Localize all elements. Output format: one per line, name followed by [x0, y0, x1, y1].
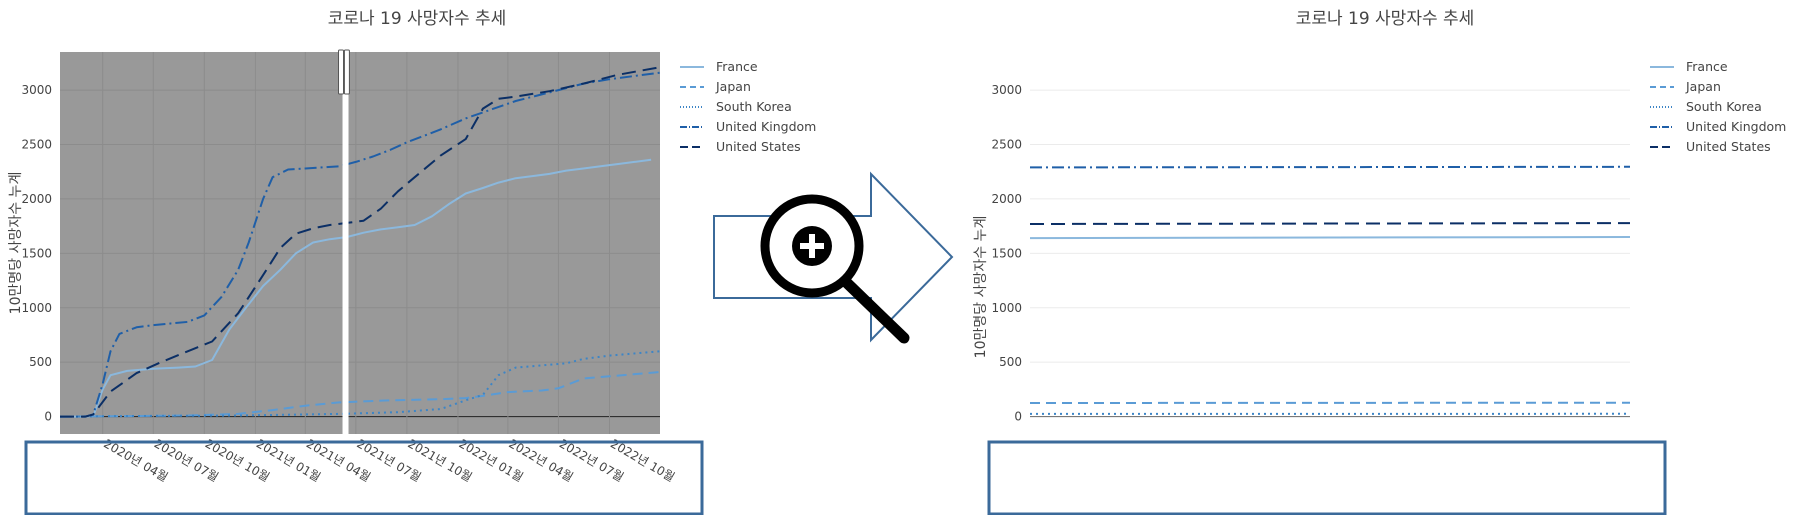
y-tick-label: 1500	[991, 246, 1022, 260]
legend[interactable]: France Japan South Korea United Kingdom Unit…	[1650, 59, 1786, 154]
x-axis-highlight-box	[24, 440, 704, 515]
y-tick-label: 1000	[21, 301, 52, 315]
legend-label: Japan	[1685, 79, 1721, 94]
legend-item-france[interactable]: France	[680, 59, 758, 74]
series-line-united-states	[60, 66, 661, 418]
legend-label: South Korea	[716, 99, 792, 114]
y-tick-label: 500	[29, 355, 52, 369]
series-line-japan	[59, 371, 661, 418]
legend[interactable]: France Japan South Korea United Kingdom Unit…	[680, 59, 816, 154]
series-lines	[59, 66, 661, 418]
range-selection-band[interactable]	[342, 52, 349, 434]
y-tick-label: 2000	[991, 192, 1022, 206]
y-axis-ticks: 0 500 1000 1500 2000 2500 3000	[21, 83, 52, 423]
gridlines	[1030, 89, 1630, 418]
legend-item-united-states[interactable]: United States	[680, 139, 801, 154]
legend-item-japan[interactable]: Japan	[680, 79, 751, 94]
y-tick-label: 3000	[991, 83, 1022, 97]
legend-label: South Korea	[1686, 99, 1762, 114]
plot-area	[60, 52, 660, 434]
legend-label: United States	[1686, 139, 1771, 154]
y-tick-label: 2500	[991, 138, 1022, 152]
zero-level-highlight-box	[987, 440, 1667, 515]
legend-label: United States	[716, 139, 801, 154]
legend-label: United Kingdom	[1686, 119, 1786, 134]
plot-area	[1030, 52, 1630, 434]
series-lines	[1029, 165, 1631, 415]
legend-label: France	[1686, 59, 1728, 74]
y-tick-label: 1500	[21, 246, 52, 260]
zoomed-range-chart: 코로나 19 사망자수 추세 050010001500200025003000 …	[973, 9, 1786, 515]
y-tick-label: 0	[44, 410, 52, 424]
legend-item-france[interactable]: France	[1650, 59, 1728, 74]
series-line-united-kingdom	[1029, 165, 1631, 169]
chart-title: 코로나 19 사망자수 추세	[1296, 9, 1475, 29]
y-tick-label: 1000	[991, 301, 1022, 315]
series-line-united-kingdom	[60, 71, 661, 418]
y-tick-label: 2500	[21, 138, 52, 152]
y-axis-label: 10만명당 사망자수 누계	[973, 216, 989, 359]
legend-item-south-korea[interactable]: South Korea	[1650, 99, 1762, 114]
series-line-france	[60, 158, 652, 418]
legend-item-united-kingdom[interactable]: United Kingdom	[1650, 119, 1786, 134]
y-tick-label: 0	[1014, 410, 1022, 424]
y-axis-label: 10만명당 사망자수 누계	[8, 172, 24, 315]
legend-label: United Kingdom	[716, 119, 816, 134]
range-slider-handle-icon[interactable]	[343, 49, 350, 95]
gridlines	[60, 52, 660, 434]
range-slider-handle-icon[interactable]	[338, 49, 345, 95]
y-tick-label: 3000	[21, 83, 52, 97]
full-range-chart: 코로나 19 사망자수 추세 050010001500200025003000 …	[8, 9, 816, 515]
zoom-transition	[713, 171, 954, 344]
series-line-south-korea	[59, 350, 661, 418]
legend-item-united-states[interactable]: United States	[1650, 139, 1771, 154]
legend-label: Japan	[715, 79, 751, 94]
legend-item-japan[interactable]: Japan	[1650, 79, 1721, 94]
range-selection[interactable]	[338, 49, 350, 434]
series-line-france	[1029, 236, 1631, 240]
series-line-united-states	[1029, 222, 1631, 225]
y-axis-ticks: 0 500 1000 1500 2000 2500 3000	[991, 83, 1022, 423]
legend-item-south-korea[interactable]: South Korea	[680, 99, 792, 114]
chart-title: 코로나 19 사망자수 추세	[328, 9, 507, 29]
legend-label: France	[716, 59, 758, 74]
zoom-in-magnifier-icon	[760, 194, 910, 344]
y-tick-label: 500	[999, 355, 1022, 369]
legend-item-united-kingdom[interactable]: United Kingdom	[680, 119, 816, 134]
y-tick-label: 2000	[21, 192, 52, 206]
